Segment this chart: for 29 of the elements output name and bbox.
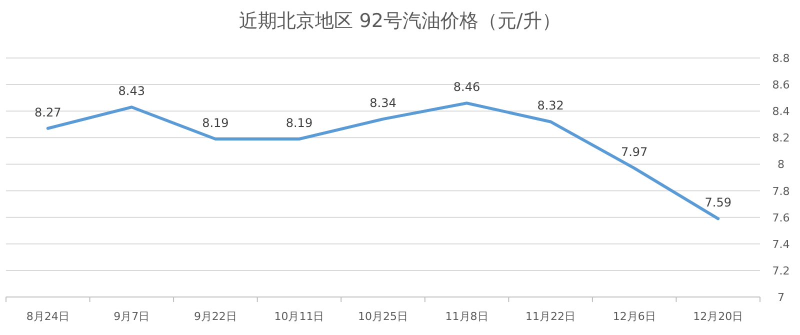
data-label: 8.19 bbox=[286, 116, 313, 130]
x-tick-label: 12月20日 bbox=[693, 310, 744, 323]
y-tick-label: 7.8 bbox=[772, 184, 790, 198]
y-tick-label: 7.6 bbox=[772, 211, 790, 224]
y-tick-label: 8 bbox=[778, 158, 784, 172]
data-label: 8.46 bbox=[453, 80, 480, 94]
x-tick-label: 8月24日 bbox=[26, 310, 70, 323]
data-label: 8.32 bbox=[537, 98, 564, 113]
data-label: 7.59 bbox=[704, 196, 732, 210]
data-label: 8.19 bbox=[202, 116, 229, 130]
x-tick-label: 12月6日 bbox=[612, 310, 656, 323]
y-tick-label: 7.4 bbox=[772, 238, 790, 251]
data-label: 8.34 bbox=[370, 96, 396, 110]
data-label: 8.43 bbox=[118, 84, 146, 98]
y-tick-label: 7 bbox=[778, 291, 784, 304]
data-label: 8.27 bbox=[34, 105, 62, 120]
x-tick-label: 10月11日 bbox=[274, 310, 324, 323]
x-tick-label: 10月25日 bbox=[358, 310, 408, 323]
y-tick-label: 8.8 bbox=[772, 52, 790, 65]
y-tick-label: 8.2 bbox=[772, 132, 790, 145]
y-tick-label: 8.4 bbox=[772, 105, 790, 118]
chart-title: 近期北京地区 92号汽油价格（元/升） bbox=[239, 10, 561, 32]
x-tick-label: 9月7日 bbox=[114, 310, 150, 323]
data-label: 7.97 bbox=[620, 145, 648, 160]
x-tick-label: 9月22日 bbox=[194, 310, 237, 323]
y-tick-label: 7.2 bbox=[772, 264, 790, 278]
y-tick-label: 8.6 bbox=[772, 78, 790, 92]
x-tick-label: 11月22日 bbox=[526, 310, 576, 323]
x-tick-label: 11月8日 bbox=[445, 310, 488, 323]
